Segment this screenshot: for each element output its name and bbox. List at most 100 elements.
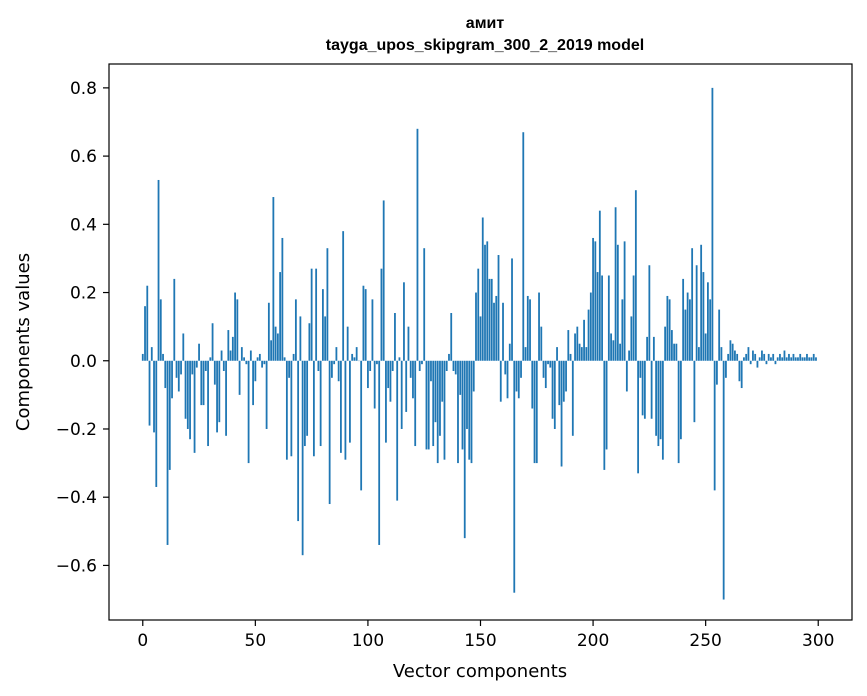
bar-110 <box>389 360 392 402</box>
bar-281 <box>774 360 777 365</box>
bar-198 <box>587 309 590 361</box>
bar-233 <box>666 295 669 361</box>
bar-147 <box>472 360 475 392</box>
bar-100 <box>367 360 369 389</box>
bar-41 <box>234 292 236 361</box>
bar-36 <box>222 360 225 371</box>
bar-199 <box>589 292 592 361</box>
bar-228 <box>655 360 658 436</box>
bar-157 <box>495 295 498 361</box>
bar-275 <box>761 350 763 361</box>
bar-87 <box>337 360 340 382</box>
bar-260 <box>727 353 730 361</box>
x-tick-label: 150 <box>464 631 496 651</box>
bar-214 <box>623 241 626 361</box>
bar-146 <box>470 360 473 464</box>
bar-46 <box>245 360 248 365</box>
bar-263 <box>734 350 736 361</box>
bar-206 <box>605 360 608 450</box>
bar-179 <box>544 360 547 389</box>
bar-136 <box>448 353 450 361</box>
bar-161 <box>504 360 507 375</box>
bar-183 <box>553 360 556 429</box>
bar-235 <box>670 330 673 361</box>
bar-284 <box>781 357 784 361</box>
bar-280 <box>772 353 775 361</box>
bar-72 <box>303 360 306 447</box>
bar-256 <box>718 309 721 361</box>
y-tick-label: 0.0 <box>70 352 97 372</box>
bar-45 <box>243 357 245 361</box>
bar-241 <box>684 309 687 361</box>
bar-261 <box>729 340 732 361</box>
bar-1 <box>144 306 146 361</box>
bar-19 <box>184 360 187 419</box>
bar-194 <box>578 343 581 361</box>
bar-265 <box>738 360 741 382</box>
bar-69 <box>297 360 300 522</box>
bar-83 <box>328 360 331 505</box>
bar-132 <box>439 360 441 436</box>
bar-93 <box>351 353 354 361</box>
bar-90 <box>344 360 347 460</box>
bar-61 <box>279 272 282 361</box>
bar-163 <box>508 343 511 361</box>
bar-221 <box>639 360 642 378</box>
bar-255 <box>716 360 718 385</box>
bar-6 <box>155 360 158 487</box>
bar-253 <box>711 87 714 361</box>
bar-159 <box>499 360 502 402</box>
bar-88 <box>340 360 342 453</box>
chart-title: амит <box>466 15 505 32</box>
bar-116 <box>403 282 405 361</box>
bar-249 <box>702 272 705 361</box>
bar-112 <box>394 313 396 361</box>
bar-25 <box>198 343 200 361</box>
bar-140 <box>457 360 459 464</box>
bar-28 <box>204 360 207 371</box>
bar-188 <box>565 360 567 392</box>
bar-89 <box>342 231 345 361</box>
bar-109 <box>387 360 390 389</box>
bar-237 <box>675 343 678 361</box>
bar-286 <box>785 357 788 361</box>
bar-2 <box>146 285 149 361</box>
y-tick-label: 0.6 <box>70 147 97 167</box>
bar-154 <box>488 278 491 361</box>
bar-97 <box>360 360 363 491</box>
bar-108 <box>385 360 387 443</box>
bar-124 <box>421 360 423 365</box>
bar-111 <box>391 360 394 371</box>
bar-99 <box>364 289 367 361</box>
bar-107 <box>382 200 385 361</box>
bar-262 <box>731 343 734 361</box>
bar-8 <box>159 299 162 361</box>
bar-156 <box>493 302 495 361</box>
bar-170 <box>524 347 527 361</box>
bar-50 <box>254 360 257 382</box>
bar-200 <box>592 237 594 361</box>
bar-166 <box>515 360 518 392</box>
bar-127 <box>427 360 430 450</box>
x-tick-label: 100 <box>352 631 384 651</box>
bar-230 <box>659 360 662 440</box>
bar-114 <box>398 357 401 361</box>
x-tick-label: 50 <box>245 631 267 651</box>
bar-217 <box>630 316 633 361</box>
bar-23 <box>193 360 196 453</box>
bar-7 <box>157 179 160 361</box>
bar-175 <box>535 360 538 464</box>
bar-129 <box>432 360 435 447</box>
bar-257 <box>720 347 723 361</box>
bar-27 <box>202 360 205 406</box>
bar-204 <box>601 275 603 361</box>
bar-218 <box>632 275 635 361</box>
bar-264 <box>736 353 739 361</box>
bar-191 <box>571 360 574 436</box>
bar-222 <box>641 360 644 416</box>
bar-44 <box>240 347 243 361</box>
bar-254 <box>713 360 716 491</box>
bar-56 <box>267 302 270 361</box>
bar-80 <box>321 289 324 361</box>
